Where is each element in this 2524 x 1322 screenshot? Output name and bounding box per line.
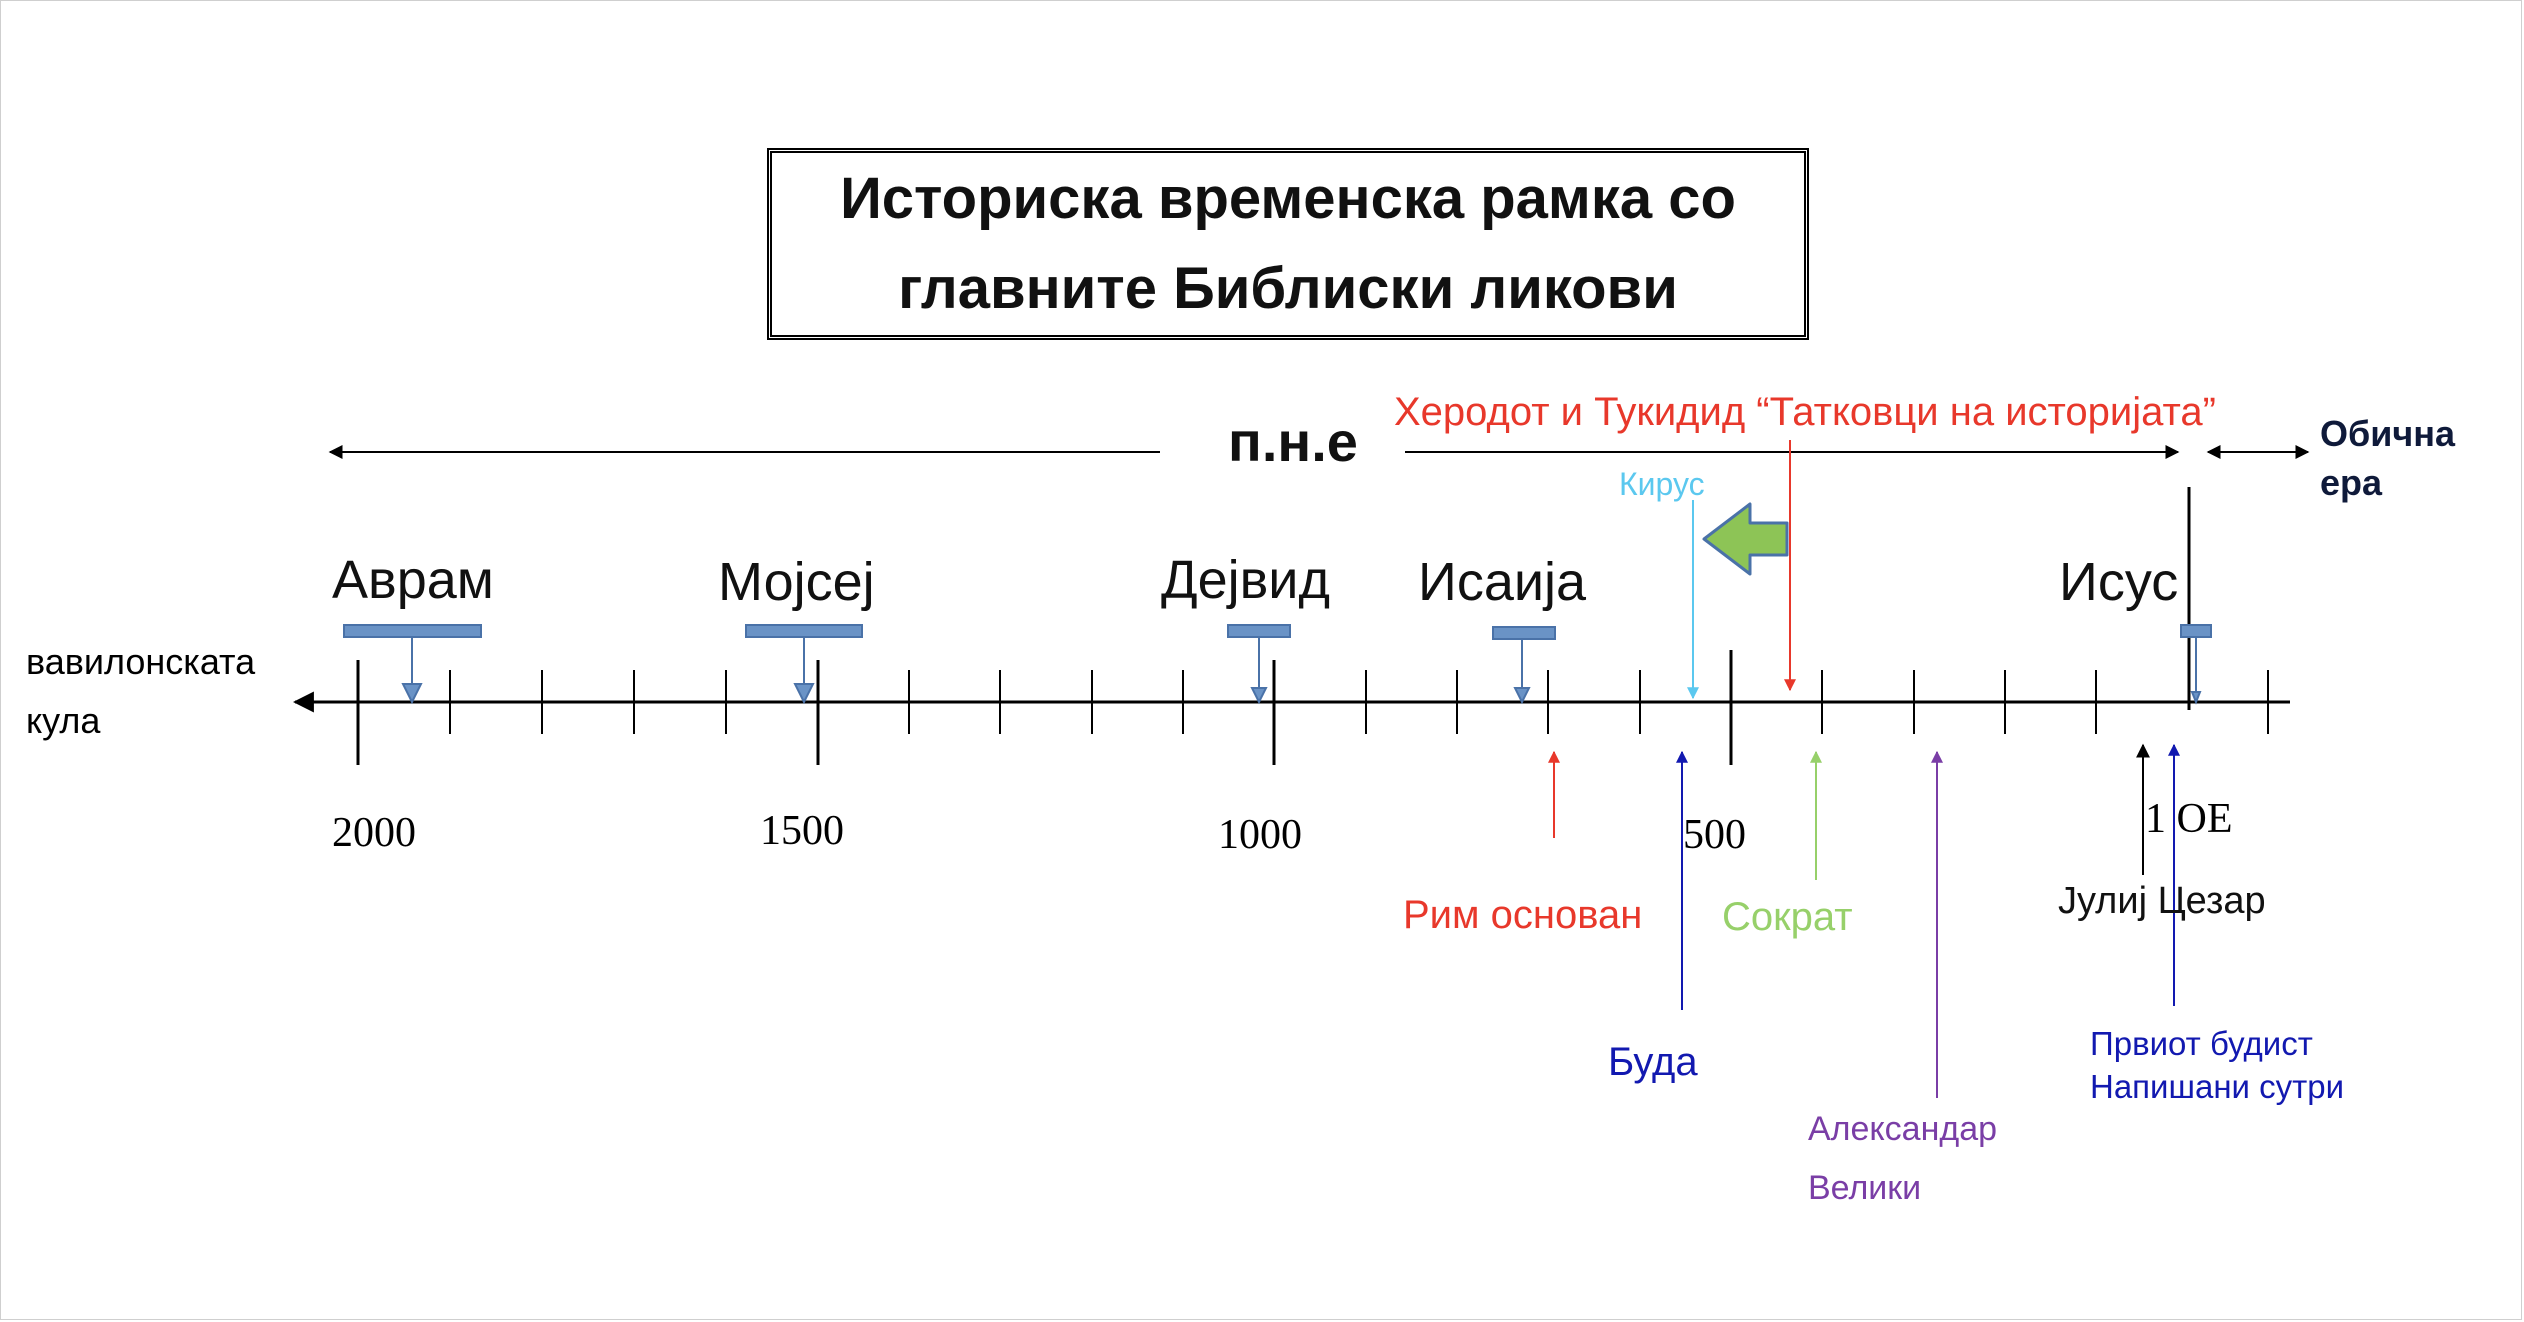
jesus-marker: [2180, 624, 2212, 638]
figure-label-jesus: Исус: [2059, 552, 2179, 612]
event-label-cyrus: Кирус: [1619, 466, 1705, 502]
event-label-julius-caesar: Јулиј Цезар: [2058, 880, 2266, 922]
figure-label-moses: Мојсеј: [718, 552, 875, 612]
figure-label-isaiah: Исаија: [1418, 552, 1587, 612]
david-marker: [1227, 624, 1291, 638]
abraham-marker: [343, 624, 482, 638]
ce-label-line-1: Обична: [2320, 413, 2456, 454]
tick-label-1000: 1000: [1218, 812, 1302, 858]
big-green-arrow: [1702, 502, 1789, 576]
event-label-socrates: Сократ: [1722, 895, 1853, 939]
tower-label-line-1: вавилонската: [26, 641, 256, 682]
figure-label-abraham: Аврам: [332, 550, 494, 610]
title-box: Историска временска рамка со главните Би…: [767, 148, 1809, 340]
isaiah-marker: [1492, 626, 1556, 640]
title-line-1: Историска временска рамка со: [840, 166, 1736, 232]
moses-marker: [745, 624, 863, 638]
event-label-alexander-line-2: Велики: [1808, 1169, 1922, 1207]
event-label-sutras-line-2: Напишани сутри: [2090, 1068, 2345, 1105]
axis-ticks: [356, 650, 2269, 765]
tick-label-2000: 2000: [332, 810, 416, 856]
figure-pointers: [401, 637, 2202, 705]
ce-label-line-2: ера: [2320, 462, 2383, 503]
event-label-buddha: Буда: [1608, 1040, 1698, 1084]
title-line-2: главните Библиски ликови: [898, 256, 1678, 321]
event-label-sutras-line-1: Првиот будист: [2090, 1025, 2313, 1062]
tick-label-1500: 1500: [760, 808, 844, 854]
tick-label-500: 500: [1683, 812, 1746, 858]
figure-markers: [343, 624, 2212, 640]
tick-label-1-ce: 1 ОЕ: [2145, 796, 2233, 842]
event-label-herodotus: Херодот и Тукидид “Татковци на историјат…: [1394, 390, 2216, 434]
tower-label-line-2: кула: [26, 700, 101, 741]
bce-label: п.н.е: [1228, 410, 1358, 473]
event-label-alexander-line-1: Александар: [1808, 1110, 1998, 1148]
figure-label-david: Дејвид: [1161, 550, 1330, 610]
event-label-rome: Рим основан: [1403, 893, 1643, 937]
